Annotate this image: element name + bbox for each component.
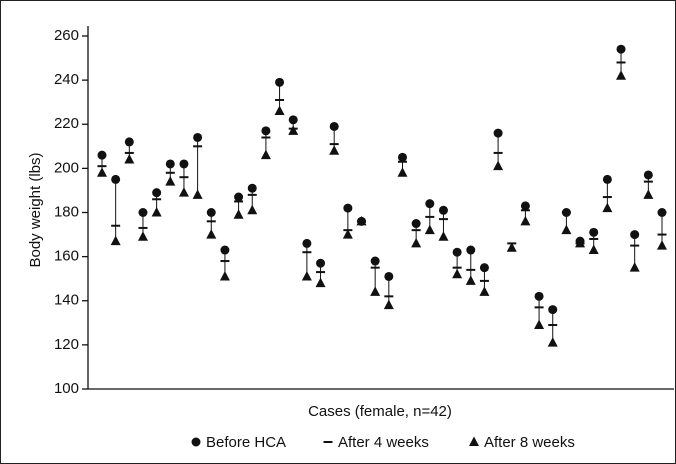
point-circle <box>288 115 298 125</box>
point-triangle <box>465 275 476 285</box>
point-triangle <box>219 270 230 281</box>
point-triangle <box>260 149 271 160</box>
point-circle <box>548 305 558 315</box>
point-circle <box>657 208 667 217</box>
point-circle <box>179 159 189 169</box>
point-circle <box>138 208 148 217</box>
point-circle <box>520 201 530 211</box>
y-tick-label: 260 <box>54 27 79 44</box>
y-tick-label: 120 <box>54 336 79 353</box>
legend-marker <box>469 436 479 446</box>
point-triangle <box>124 154 135 164</box>
point-triangle <box>588 244 599 255</box>
point-triangle <box>110 235 121 246</box>
point-triangle <box>616 70 627 80</box>
point-triangle <box>506 242 517 252</box>
point-triangle <box>274 105 285 116</box>
point-circle <box>234 192 244 202</box>
point-circle <box>370 256 380 266</box>
y-tick-label: 240 <box>54 71 79 88</box>
point-circle <box>397 152 407 162</box>
y-tick-label: 220 <box>54 115 79 132</box>
point-triangle <box>151 207 162 217</box>
point-circle <box>643 170 653 180</box>
point-circle <box>220 245 230 255</box>
point-circle <box>206 208 216 217</box>
y-axis-label: Body weight (lbs) <box>27 152 44 267</box>
point-triangle <box>493 160 504 171</box>
point-circle <box>261 126 271 136</box>
point-circle <box>124 137 134 147</box>
x-axis-label: Cases (female, n=42) <box>308 403 452 420</box>
point-circle <box>602 174 612 184</box>
point-circle <box>534 291 544 301</box>
point-circle <box>165 159 175 169</box>
point-triangle <box>301 270 312 281</box>
point-circle <box>316 258 326 268</box>
point-circle <box>479 263 489 273</box>
point-circle <box>466 245 476 255</box>
point-triangle <box>233 209 244 219</box>
point-triangle <box>165 176 176 186</box>
y-tick-label: 140 <box>54 292 79 309</box>
point-triangle <box>643 189 654 199</box>
point-triangle <box>247 204 258 215</box>
point-circle <box>438 205 448 215</box>
point-triangle <box>206 229 217 239</box>
point-triangle <box>438 231 449 241</box>
point-circle <box>247 183 257 193</box>
point-triangle <box>356 215 367 226</box>
point-triangle <box>575 237 586 248</box>
point-triangle <box>342 229 353 239</box>
point-circle <box>152 188 162 198</box>
point-triangle <box>97 167 107 177</box>
point-circle <box>411 219 421 229</box>
point-circle <box>630 230 640 240</box>
point-circle <box>329 121 339 131</box>
point-circle <box>452 247 462 257</box>
point-triangle <box>629 262 640 272</box>
y-tick-label: 100 <box>54 380 79 397</box>
point-circle <box>343 203 353 213</box>
point-triangle <box>424 224 435 235</box>
point-circle <box>425 199 435 209</box>
point-triangle <box>178 187 189 197</box>
point-triangle <box>534 319 545 330</box>
point-triangle <box>657 240 667 250</box>
point-circle <box>616 44 626 54</box>
point-triangle <box>329 145 340 155</box>
point-triangle <box>561 224 572 235</box>
point-triangle <box>602 202 613 213</box>
point-circle <box>275 77 285 87</box>
point-triangle <box>315 277 326 288</box>
point-triangle <box>479 286 490 296</box>
legend-label: After 8 weeks <box>484 434 575 451</box>
point-circle <box>384 271 394 281</box>
y-tick-label: 200 <box>54 159 79 176</box>
point-triangle <box>383 299 394 310</box>
point-triangle <box>452 268 463 279</box>
legend-label: After 4 weeks <box>338 434 429 451</box>
point-triangle <box>192 189 203 199</box>
point-triangle <box>288 125 299 135</box>
point-circle <box>97 150 107 160</box>
point-triangle <box>411 237 422 248</box>
point-circle <box>111 174 121 184</box>
point-triangle <box>520 215 531 226</box>
legend-marker <box>191 437 201 447</box>
point-triangle <box>547 337 558 347</box>
y-tick-label: 160 <box>54 248 79 265</box>
legend-label: Before HCA <box>206 434 286 451</box>
point-triangle <box>137 231 148 241</box>
point-circle <box>589 227 599 237</box>
point-triangle <box>397 167 408 177</box>
point-circle <box>193 132 203 142</box>
point-circle <box>493 128 503 138</box>
point-triangle <box>370 286 381 296</box>
y-tick-label: 180 <box>54 203 79 220</box>
point-circle <box>302 238 312 248</box>
